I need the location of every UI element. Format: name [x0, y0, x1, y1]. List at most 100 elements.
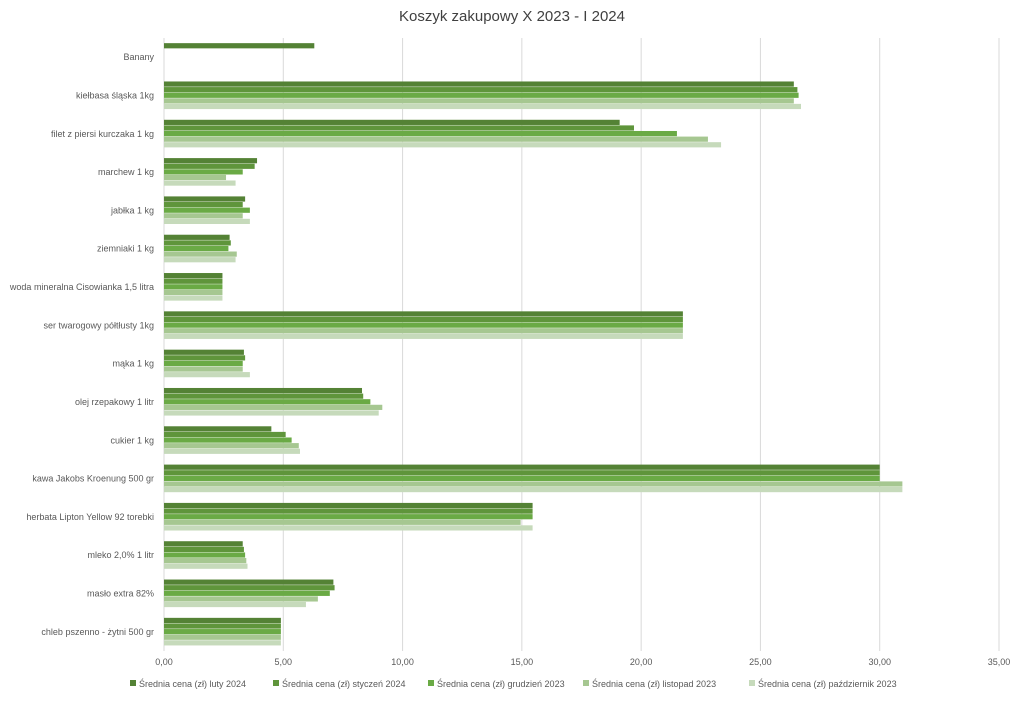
bar	[164, 174, 227, 181]
bar	[164, 431, 286, 438]
bar	[164, 284, 223, 290]
bar	[164, 404, 383, 410]
bar	[164, 163, 255, 169]
bar	[164, 169, 243, 175]
bar	[164, 601, 306, 608]
legend: Średnia cena (zł) luty 2024 Średnia cena …	[130, 678, 897, 689]
bar	[164, 158, 258, 164]
bar	[164, 552, 246, 558]
bar	[164, 202, 243, 208]
bar	[164, 273, 223, 279]
bar	[164, 328, 683, 334]
bar	[164, 207, 250, 213]
category-label: olej rzepakowy 1 litr	[75, 397, 154, 407]
legend-label: Średnia cena (zł) listopad 2023	[592, 678, 716, 689]
bar	[164, 92, 799, 98]
bar	[164, 443, 299, 449]
legend-swatch	[273, 680, 279, 686]
category-label: cukier 1 kg	[110, 435, 154, 445]
legend-label: Średnia cena (zł) luty 2024	[139, 678, 246, 689]
bar	[164, 387, 363, 394]
bar	[164, 130, 677, 137]
bar	[164, 103, 801, 110]
bar	[164, 525, 533, 531]
bar	[164, 218, 250, 225]
bar	[164, 634, 281, 640]
bar	[164, 278, 223, 284]
x-tick-label: 0,00	[155, 657, 173, 667]
bar	[164, 514, 533, 520]
category-label: kiełbasa śląska 1kg	[76, 90, 154, 100]
legend-label: Średnia cena (zł) październik 2023	[758, 678, 897, 689]
bar	[164, 245, 229, 252]
bar	[164, 393, 364, 399]
bar	[164, 136, 708, 142]
legend-label: Średnia cena (zł) grudzień 2023	[437, 678, 565, 689]
bar	[164, 257, 236, 263]
category-label: ziemniaki 1 kg	[97, 244, 154, 254]
bar	[164, 481, 903, 487]
category-label: mleko 2,0% 1 litr	[87, 550, 154, 560]
bar	[164, 519, 521, 525]
bar	[164, 81, 794, 87]
bar	[164, 372, 250, 378]
bar	[164, 617, 281, 624]
category-label: filet z piersi kurczaka 1 kg	[51, 129, 154, 139]
bar	[164, 213, 243, 219]
bar	[164, 355, 246, 361]
bar	[164, 366, 243, 372]
bar	[164, 234, 230, 240]
bar	[164, 349, 244, 355]
x-tick-label: 15,00	[511, 657, 534, 667]
bar	[164, 541, 243, 547]
bar	[164, 180, 236, 186]
bar	[164, 196, 246, 202]
bar	[164, 240, 231, 246]
bar	[164, 437, 292, 443]
chart-title: Koszyk zakupowy X 2023 - I 2024	[399, 8, 625, 25]
x-tick-label: 25,00	[749, 657, 772, 667]
bar	[164, 508, 533, 514]
bar	[164, 464, 880, 470]
category-label: ser twarogowy półtłusty 1kg	[43, 320, 154, 330]
x-tick-label: 5,00	[275, 657, 293, 667]
bar	[164, 502, 533, 509]
bar	[164, 251, 237, 257]
x-tick-label: 35,00	[988, 657, 1011, 667]
bar	[164, 399, 371, 405]
bar	[164, 623, 281, 629]
bar	[164, 311, 683, 317]
bar	[164, 448, 300, 454]
bar	[164, 142, 722, 148]
bar	[164, 289, 223, 296]
category-label: masło extra 82%	[87, 589, 154, 599]
x-tick-label: 10,00	[391, 657, 414, 667]
bar	[164, 629, 281, 635]
bar	[164, 596, 318, 602]
category-label: mąka 1 kg	[112, 359, 154, 369]
category-label: jabłka 1 kg	[110, 205, 154, 215]
x-tick-label: 20,00	[630, 657, 653, 667]
legend-swatch	[428, 680, 434, 686]
bar	[164, 579, 334, 585]
bar	[164, 125, 634, 131]
bar	[164, 558, 247, 564]
bar	[164, 585, 335, 591]
bar	[164, 295, 223, 301]
bar	[164, 316, 683, 323]
bar	[164, 87, 798, 93]
legend-label: Średnia cena (zł) styczeń 2024	[282, 678, 406, 689]
legend-swatch	[583, 680, 589, 686]
bar	[164, 333, 683, 339]
legend-swatch	[749, 680, 755, 686]
x-axis-ticks: 0,00 5,00 10,00 15,00 20,00 25,00 30,00 35,00	[155, 657, 1010, 667]
category-label: marchew 1 kg	[98, 167, 154, 177]
bar	[164, 322, 683, 328]
bar	[164, 426, 272, 432]
category-label: kawa Jakobs Kroenung 500 gr	[32, 474, 154, 484]
bar	[164, 410, 379, 416]
bar	[164, 563, 248, 569]
category-label: Banany	[123, 52, 154, 62]
x-tick-label: 30,00	[868, 657, 891, 667]
